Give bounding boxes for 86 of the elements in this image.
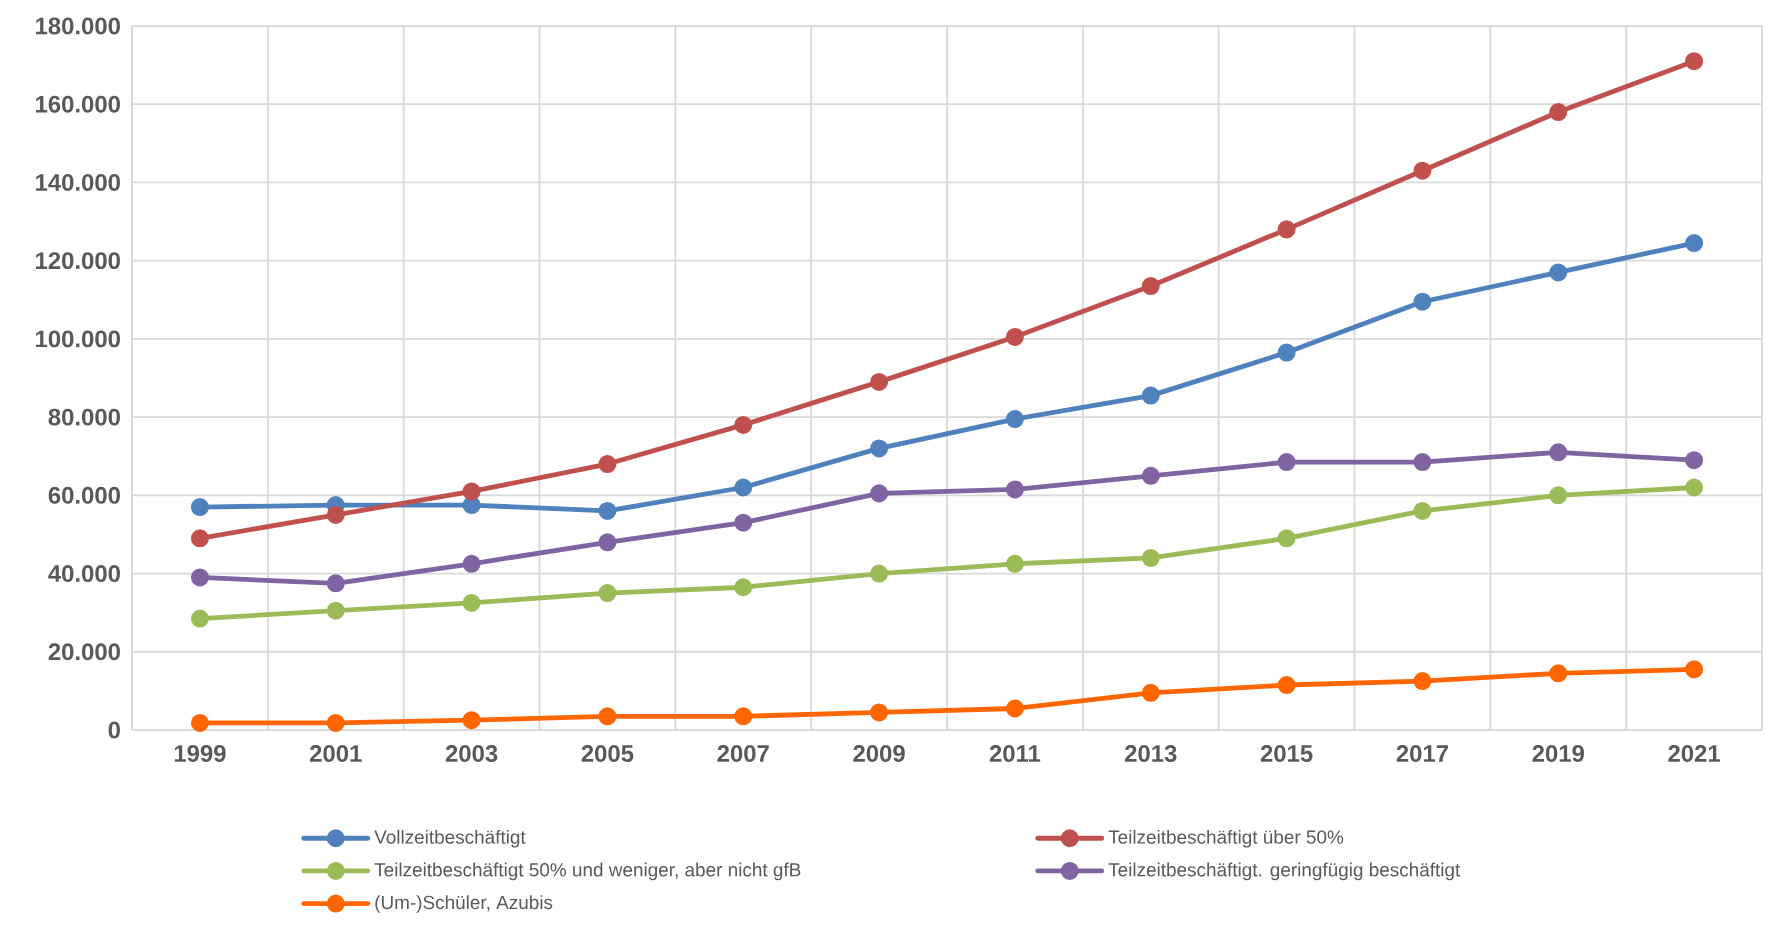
point (870, 703, 889, 722)
point (1685, 451, 1704, 470)
point (1413, 161, 1432, 180)
legend-label: Vollzeitbeschäftigt (374, 829, 526, 848)
x-tick-label: 2011 (989, 745, 1041, 762)
point (326, 601, 345, 620)
point (326, 713, 345, 732)
y-tick-label: 160.000 (36, 95, 120, 113)
point (1005, 410, 1024, 429)
point (190, 498, 209, 517)
legend-label: Teilzeitbeschäftigt über 50% (1108, 829, 1344, 848)
point (1413, 501, 1432, 520)
point (462, 496, 481, 515)
point (462, 482, 481, 501)
x-tick-label: 2009 (853, 745, 905, 762)
point (598, 533, 617, 552)
point (462, 554, 481, 573)
legend-label: Teilzeitbeschäftigt. geringfügig beschäftigt (1108, 862, 1461, 881)
point (1005, 327, 1024, 346)
x-tick-label: 2019 (1532, 745, 1584, 762)
point (734, 415, 753, 434)
point (1141, 466, 1160, 485)
legend-label: (Um-)Schüler, Azubis (375, 895, 553, 913)
x-tick-label: 2001 (310, 745, 362, 762)
point (1141, 277, 1160, 296)
point (1277, 453, 1296, 472)
point (1413, 453, 1432, 472)
point (1005, 699, 1024, 718)
point (190, 713, 209, 732)
point (462, 711, 481, 730)
point (1277, 529, 1296, 548)
point (326, 574, 345, 593)
point (598, 455, 617, 474)
y-tick-label: 140.000 (36, 173, 120, 191)
point (870, 439, 889, 458)
y-tick-label: 40.000 (48, 565, 120, 582)
point (870, 564, 889, 583)
point (1549, 263, 1568, 282)
point (1277, 220, 1296, 239)
point (190, 609, 209, 628)
point (1277, 676, 1296, 695)
point (734, 707, 753, 726)
point (598, 584, 617, 603)
point (1685, 234, 1704, 253)
point (598, 707, 617, 726)
x-tick-label: 2013 (1125, 745, 1177, 763)
y-tick-label: 80.000 (48, 408, 120, 426)
point (1005, 480, 1024, 499)
point (870, 372, 889, 391)
point (1685, 660, 1704, 679)
point (1141, 548, 1160, 567)
point (1549, 486, 1568, 505)
x-tick-label: 2003 (445, 745, 498, 763)
point (598, 501, 617, 520)
y-tick-label: 100.000 (36, 330, 120, 348)
point (1685, 52, 1704, 71)
point (1005, 554, 1024, 573)
point (462, 593, 481, 612)
point (1549, 443, 1568, 462)
x-tick-label: 1999 (174, 745, 226, 762)
point (190, 529, 209, 548)
point (734, 578, 753, 597)
point (734, 478, 753, 497)
point (1141, 386, 1160, 405)
x-tick-label: 2021 (1668, 745, 1721, 762)
x-tick-label: 2017 (1396, 745, 1448, 762)
y-tick-label: 0 (108, 721, 120, 739)
y-tick-label: 60.000 (48, 486, 120, 504)
point (1413, 292, 1432, 311)
x-tick-label: 2015 (1260, 745, 1313, 762)
legend-label: Teilzeitbeschäftigt 50% und weniger, aber nicht gfB (374, 862, 801, 881)
y-tick-label: 180.000 (36, 17, 120, 35)
x-tick-label: 2005 (581, 745, 634, 762)
point (734, 513, 753, 532)
point (870, 484, 889, 503)
point (1549, 103, 1568, 122)
point (1141, 683, 1160, 702)
point (1413, 672, 1432, 691)
point (326, 505, 345, 524)
point (1685, 478, 1704, 497)
y-tick-label: 120.000 (36, 252, 120, 270)
point (190, 568, 209, 587)
x-tick-label: 2007 (717, 745, 769, 762)
point (1549, 664, 1568, 683)
point (1277, 343, 1296, 362)
y-tick-label: 20.000 (48, 643, 120, 661)
